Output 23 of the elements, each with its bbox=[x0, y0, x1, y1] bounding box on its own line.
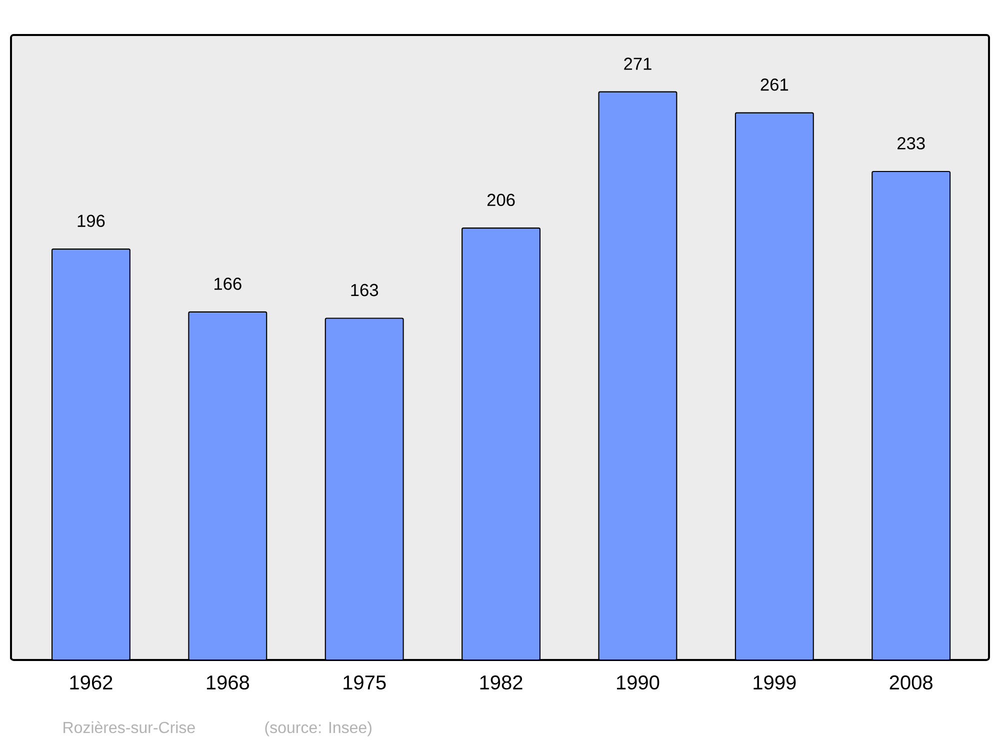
bar bbox=[324, 318, 404, 660]
bar bbox=[462, 228, 541, 660]
x-tick-label: 1962 bbox=[70, 675, 112, 690]
data-label: 196 bbox=[78, 214, 105, 228]
bar bbox=[51, 248, 130, 660]
data-label: 233 bbox=[898, 137, 925, 150]
data-label: 166 bbox=[214, 278, 242, 290]
bar bbox=[188, 311, 268, 660]
x-tick-label: 1982 bbox=[480, 675, 522, 690]
text: (source: Insee) bbox=[265, 721, 372, 736]
x-tick-label: 1999 bbox=[754, 675, 796, 690]
x-tick-label: 2008 bbox=[890, 675, 932, 690]
bar bbox=[598, 91, 678, 660]
bar bbox=[872, 170, 951, 660]
data-label: 261 bbox=[760, 78, 788, 91]
data-label: 163 bbox=[351, 284, 378, 296]
data-label: 271 bbox=[624, 58, 652, 70]
x-tick-label: 1968 bbox=[206, 675, 250, 690]
x-tick-label: 1975 bbox=[344, 675, 386, 690]
text: Rozières-sur-Crise bbox=[64, 721, 195, 734]
bar bbox=[734, 112, 814, 660]
x-tick-label: 1990 bbox=[617, 675, 660, 690]
data-label: 206 bbox=[487, 194, 515, 206]
